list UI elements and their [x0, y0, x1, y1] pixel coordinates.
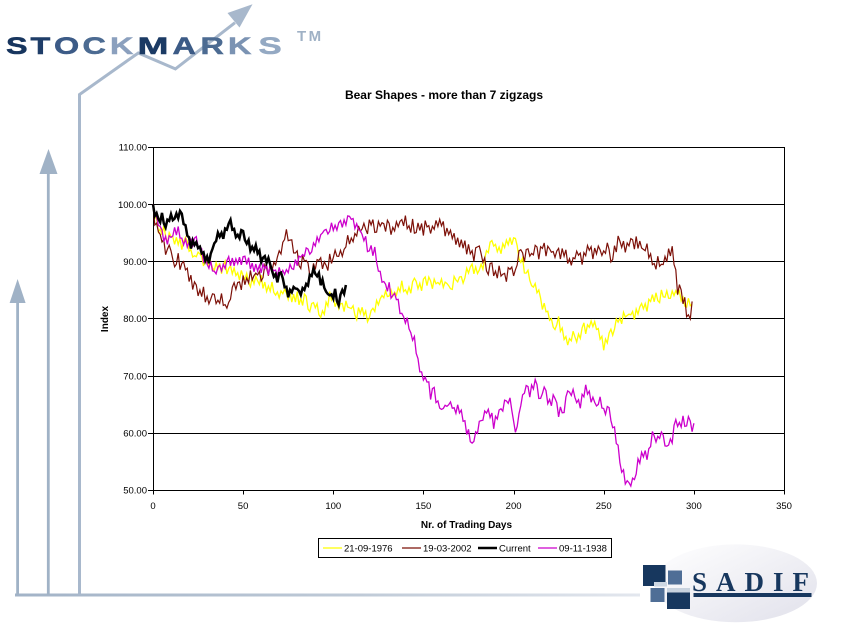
svg-text:S: S	[259, 33, 282, 59]
svg-text:100: 100	[325, 501, 341, 512]
svg-text:09-11-1938: 09-11-1938	[559, 544, 607, 555]
svg-text:C: C	[83, 33, 106, 60]
svg-text:0: 0	[150, 501, 155, 512]
svg-text:S: S	[6, 33, 28, 60]
svg-text:100.00: 100.00	[118, 200, 147, 211]
svg-text:Bear Shapes - more than 7 zigz: Bear Shapes - more than 7 zigzags	[345, 88, 543, 102]
svg-text:50: 50	[238, 501, 249, 512]
svg-text:K: K	[228, 33, 252, 60]
svg-text:Nr. of Trading Days: Nr. of Trading Days	[421, 520, 513, 531]
svg-text:R: R	[201, 33, 224, 60]
svg-text:Index: Index	[100, 306, 111, 333]
svg-text:200: 200	[506, 501, 522, 512]
svg-text:60.00: 60.00	[123, 428, 147, 439]
svg-text:250: 250	[596, 501, 612, 512]
svg-text:Current: Current	[499, 544, 531, 555]
svg-text:50.00: 50.00	[123, 486, 147, 497]
svg-text:150: 150	[415, 501, 431, 512]
svg-text:K: K	[110, 33, 134, 60]
svg-text:350: 350	[776, 501, 792, 512]
svg-text:O: O	[54, 33, 79, 60]
svg-text:T: T	[31, 33, 51, 60]
svg-text:A: A	[173, 33, 196, 60]
svg-text:80.00: 80.00	[123, 314, 147, 325]
svg-text:TM: TM	[297, 28, 324, 45]
svg-text:300: 300	[686, 501, 702, 512]
svg-text:110.00: 110.00	[119, 143, 147, 154]
svg-text:SADIF: SADIF	[692, 567, 818, 597]
svg-text:M: M	[138, 33, 169, 60]
svg-text:70.00: 70.00	[123, 371, 147, 382]
svg-text:90.00: 90.00	[123, 257, 147, 268]
svg-text:19-03-2002: 19-03-2002	[423, 544, 472, 555]
svg-text:21-09-1976: 21-09-1976	[344, 544, 393, 555]
